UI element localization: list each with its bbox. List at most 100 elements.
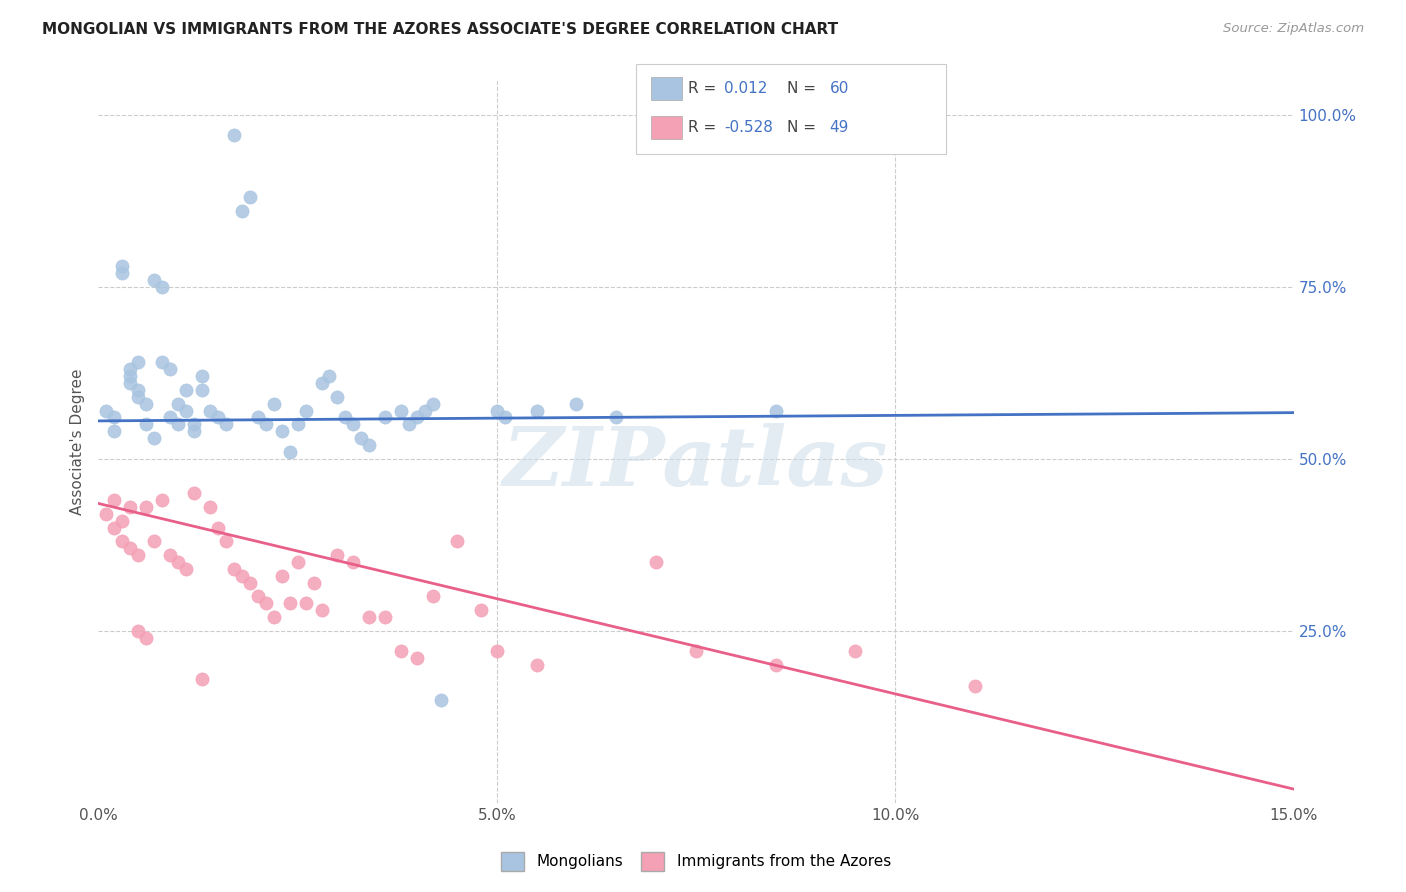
Point [685, 644, 707, 658]
Text: 0.012: 0.012 [724, 81, 768, 95]
Point [222, 562, 245, 576]
Y-axis label: Associate's Degree: Associate's Degree [69, 368, 84, 515]
Text: R =: R = [688, 81, 721, 95]
Point [263, 610, 285, 624]
Point [103, 520, 125, 534]
Legend: Mongolians, Immigrants from the Azores: Mongolians, Immigrants from the Azores [494, 845, 898, 879]
Point [159, 410, 181, 425]
Point [270, 424, 292, 438]
Point [278, 596, 301, 610]
Point [254, 417, 277, 432]
Point [111, 259, 134, 273]
Point [120, 376, 142, 390]
Point [359, 438, 381, 452]
Point [254, 596, 277, 610]
Point [263, 397, 285, 411]
Point [143, 273, 166, 287]
Point [844, 644, 866, 658]
Point [103, 410, 125, 425]
Point [127, 383, 149, 397]
Point [526, 403, 548, 417]
Point [159, 548, 181, 562]
Point [359, 610, 381, 624]
Point [413, 403, 436, 417]
Text: 60: 60 [830, 81, 849, 95]
Point [231, 568, 253, 582]
Point [239, 190, 262, 204]
Point [231, 204, 253, 219]
Point [398, 417, 420, 432]
Point [191, 672, 214, 686]
Point [215, 534, 238, 549]
Point [167, 417, 190, 432]
Point [135, 417, 157, 432]
Point [127, 624, 149, 638]
Point [215, 417, 238, 432]
Point [342, 417, 364, 432]
Point [963, 679, 986, 693]
Point [287, 555, 309, 569]
Point [446, 534, 468, 549]
Point [198, 403, 221, 417]
Text: -0.528: -0.528 [724, 120, 773, 135]
Point [326, 548, 349, 562]
Point [494, 410, 516, 425]
Point [183, 424, 205, 438]
Point [406, 410, 429, 425]
Point [430, 692, 453, 706]
Point [422, 397, 444, 411]
Point [143, 431, 166, 445]
Point [174, 562, 197, 576]
Point [159, 362, 181, 376]
Point [222, 128, 245, 143]
Point [111, 514, 134, 528]
Point [120, 500, 142, 514]
Point [294, 403, 316, 417]
Point [565, 397, 588, 411]
Point [120, 541, 142, 556]
Point [127, 390, 149, 404]
Point [150, 493, 173, 508]
Point [135, 397, 157, 411]
Point [103, 493, 125, 508]
Point [318, 369, 340, 384]
Text: ZIPatlas: ZIPatlas [503, 423, 889, 503]
Point [191, 383, 214, 397]
Point [765, 658, 787, 673]
Point [389, 644, 412, 658]
Point [645, 555, 668, 569]
Point [96, 507, 118, 521]
Point [485, 403, 508, 417]
Point [111, 266, 134, 280]
Point [191, 369, 214, 384]
Point [294, 596, 316, 610]
Point [526, 658, 548, 673]
Point [287, 417, 309, 432]
Point [127, 548, 149, 562]
Point [174, 383, 197, 397]
Point [246, 410, 269, 425]
Text: Source: ZipAtlas.com: Source: ZipAtlas.com [1223, 22, 1364, 36]
Point [198, 500, 221, 514]
Point [389, 403, 412, 417]
Point [374, 410, 396, 425]
Point [422, 590, 444, 604]
Text: R =: R = [688, 120, 721, 135]
Point [311, 376, 333, 390]
Point [335, 410, 357, 425]
Point [207, 410, 229, 425]
Point [143, 534, 166, 549]
Point [103, 424, 125, 438]
Point [183, 417, 205, 432]
Point [605, 410, 627, 425]
Point [302, 575, 325, 590]
Point [278, 445, 301, 459]
Text: N =: N = [787, 120, 821, 135]
Text: MONGOLIAN VS IMMIGRANTS FROM THE AZORES ASSOCIATE'S DEGREE CORRELATION CHART: MONGOLIAN VS IMMIGRANTS FROM THE AZORES … [42, 22, 838, 37]
Point [120, 362, 142, 376]
Point [342, 555, 364, 569]
Point [765, 403, 787, 417]
Point [150, 355, 173, 369]
Point [470, 603, 492, 617]
Point [111, 534, 134, 549]
